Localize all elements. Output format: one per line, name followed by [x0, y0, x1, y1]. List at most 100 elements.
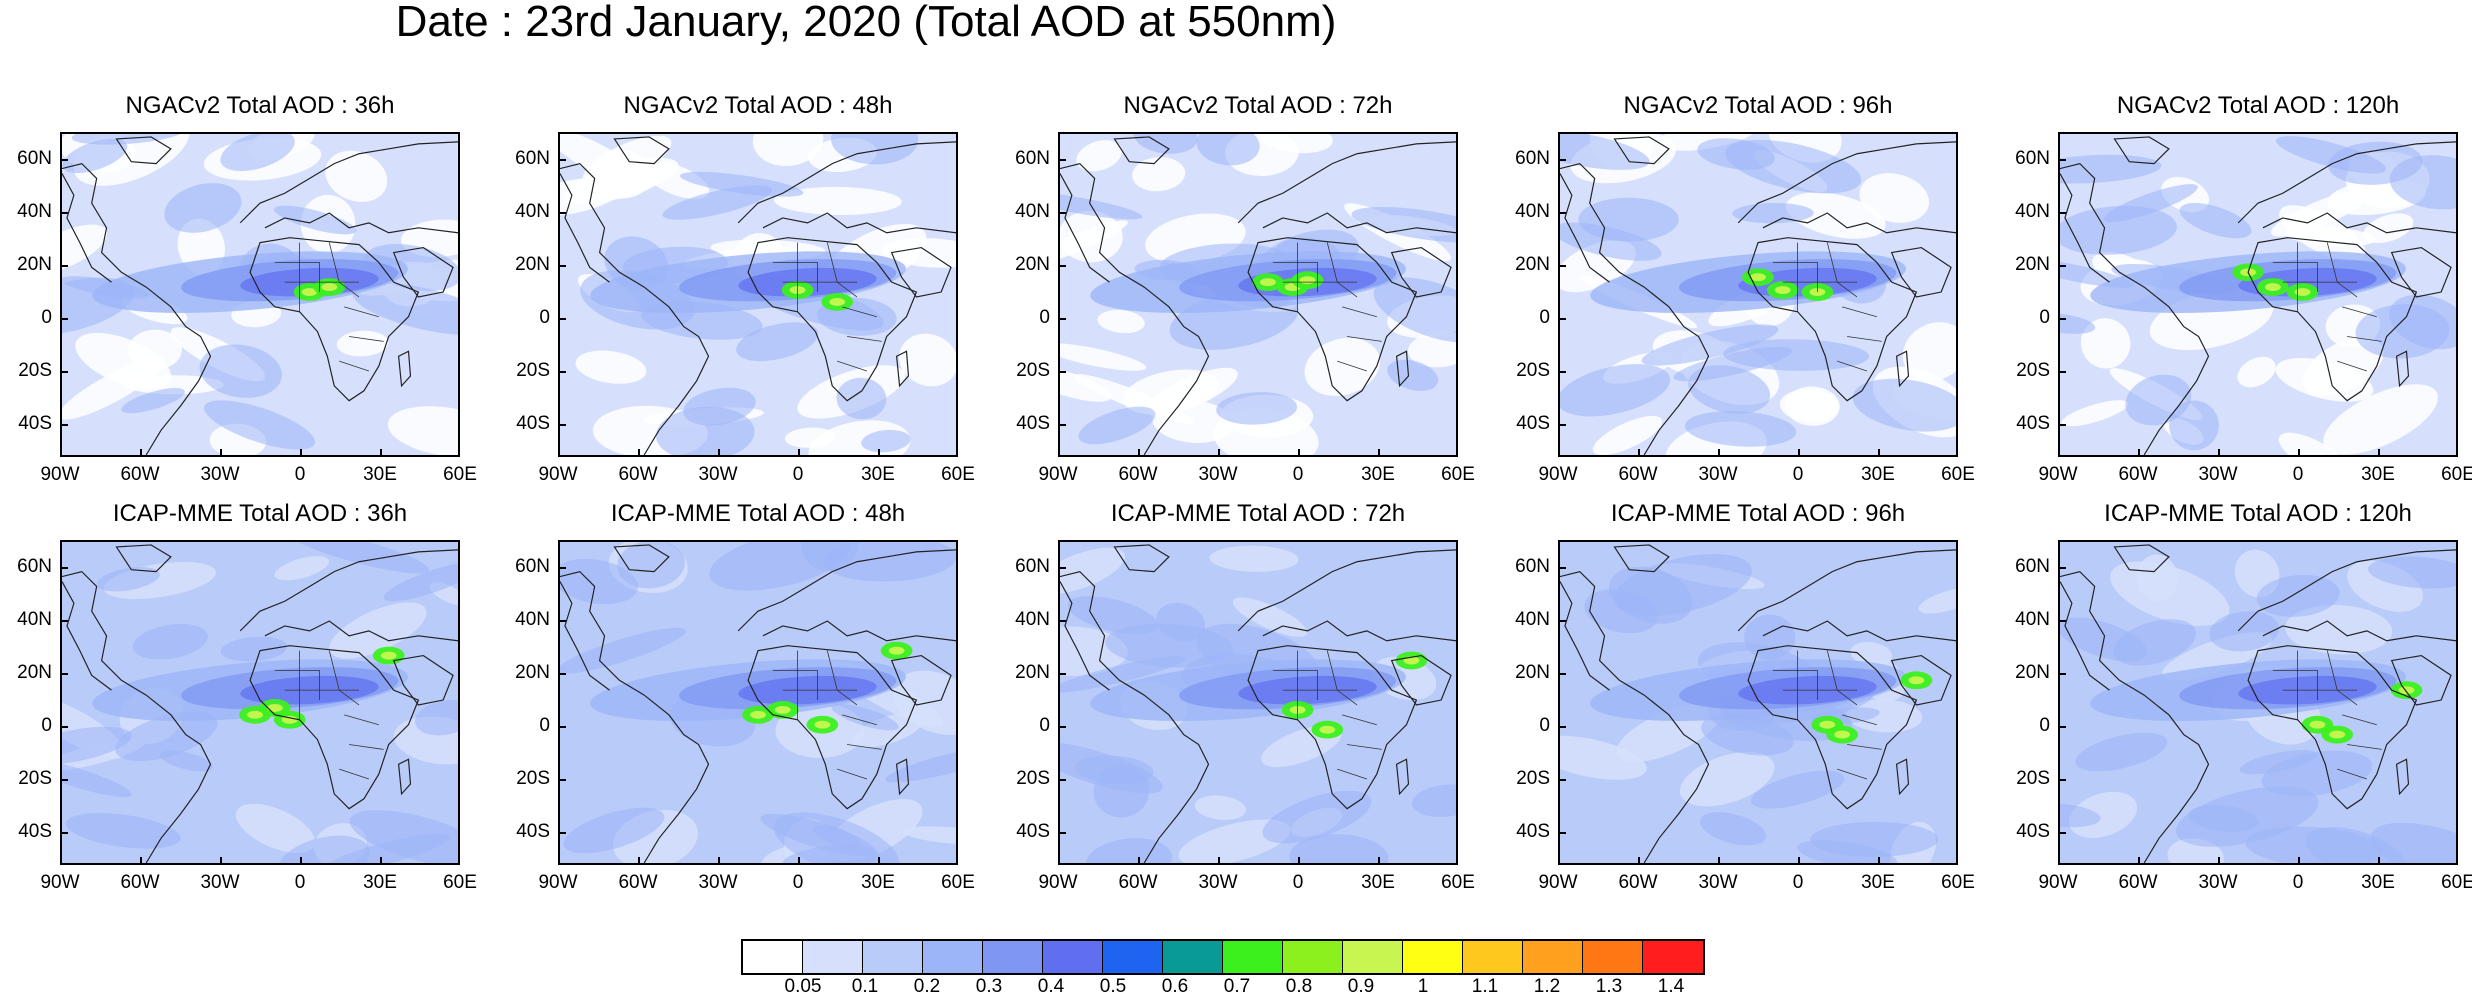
latitude-tick-label: 60N: [1015, 148, 1050, 169]
colorbar-swatch: [1643, 941, 1703, 973]
latitude-tick-mark: [1058, 779, 1066, 781]
longitude-tick-label: 90W: [40, 872, 80, 893]
longitude-tick-label: 60W: [1618, 464, 1658, 485]
latitude-tick-label: 20N: [1515, 254, 1550, 275]
longitude-tick-label: 60W: [1118, 872, 1158, 893]
colorbar-swatch: [1583, 941, 1643, 973]
latitude-tick-label: 20N: [1515, 662, 1550, 683]
longitude-tick-mark: [2378, 857, 2380, 865]
latitude-tick-label: 40N: [1515, 609, 1550, 630]
latitude-tick-mark: [2058, 212, 2066, 214]
longitude-tick-mark: [878, 449, 880, 457]
latitude-tick-label: 0: [41, 307, 52, 328]
latitude-tick-mark: [1058, 265, 1066, 267]
map-panel: NGACv2 Total AOD : 96h 60N 40N 20N 0 20S 40S 90…: [1515, 92, 1975, 485]
latitude-tick-mark: [60, 620, 68, 622]
longitude-tick-mark: [638, 857, 640, 865]
aod-field: [560, 542, 956, 863]
latitude-tick-mark: [1558, 212, 1566, 214]
latitude-tick-label: 40S: [1516, 413, 1550, 434]
latitude-tick-mark: [2058, 371, 2066, 373]
longitude-tick-label: 0: [1292, 872, 1304, 893]
longitude-tick-mark: [2298, 857, 2300, 865]
latitude-tick-label: 20S: [1516, 360, 1550, 381]
latitude-tick-label: 40N: [515, 609, 550, 630]
aod-map: [1058, 132, 1458, 457]
aod-map: [1058, 540, 1458, 865]
latitude-tick-mark: [1558, 567, 1566, 569]
latitude-tick-mark: [60, 265, 68, 267]
longitude-tick-mark: [2138, 857, 2140, 865]
latitude-tick-label: 20S: [18, 768, 52, 789]
latitude-tick-label: 0: [539, 307, 550, 328]
latitude-tick-label: 40N: [515, 201, 550, 222]
longitude-tick-mark: [140, 857, 142, 865]
latitude-tick-mark: [1558, 318, 1566, 320]
longitude-tick-mark: [1798, 857, 1800, 865]
longitude-tick-mark: [1718, 449, 1720, 457]
longitude-tick-label: 0: [2292, 872, 2304, 893]
longitude-tick-mark: [1298, 449, 1300, 457]
map-panel: NGACv2 Total AOD : 48h 60N 40N 20N 0 20S 40S 90…: [515, 92, 975, 485]
longitude-tick-mark: [1058, 857, 1060, 865]
colorbar-swatch: [983, 941, 1043, 973]
colorbar-swatch: [803, 941, 863, 973]
longitude-tick-label: 30E: [1361, 464, 1395, 485]
aod-field: [1060, 542, 1456, 863]
latitude-tick-label: 60N: [17, 148, 52, 169]
longitude-tick-label: 0: [792, 872, 804, 893]
latitude-tick-mark: [60, 726, 68, 728]
latitude-tick-label: 20N: [515, 254, 550, 275]
latitude-tick-label: 20N: [1015, 662, 1050, 683]
latitude-tick-mark: [558, 726, 566, 728]
latitude-tick-label: 60N: [1515, 556, 1550, 577]
latitude-tick-mark: [2058, 832, 2066, 834]
latitude-tick-label: 40S: [18, 821, 52, 842]
longitude-tick-mark: [638, 449, 640, 457]
longitude-tick-label: 60W: [1118, 464, 1158, 485]
longitude-tick-mark: [2298, 449, 2300, 457]
longitude-tick-mark: [1456, 857, 1458, 865]
latitude-tick-mark: [2058, 726, 2066, 728]
colorbar-label: 0.6: [1161, 976, 1189, 997]
latitude-tick-label: 0: [1539, 307, 1550, 328]
longitude-tick-label: 0: [1292, 464, 1304, 485]
colorbar-swatch: [1043, 941, 1103, 973]
latitude-tick-mark: [60, 673, 68, 675]
longitude-tick-label: 60E: [1441, 464, 1475, 485]
latitude-tick-mark: [2058, 567, 2066, 569]
longitude-tick-label: 60E: [1941, 872, 1975, 893]
aod-field: [1560, 134, 1956, 455]
colorbar-label: 1.3: [1595, 976, 1623, 997]
longitude-tick-mark: [1638, 857, 1640, 865]
latitude-tick-mark: [558, 159, 566, 161]
longitude-tick-label: 60W: [2118, 464, 2158, 485]
longitude-tick-label: 90W: [40, 464, 80, 485]
map-panel: ICAP-MME Total AOD : 72h 60N 40N 20N 0 20S 40S…: [1015, 500, 1475, 893]
longitude-tick-mark: [1878, 449, 1880, 457]
latitude-tick-label: 60N: [515, 556, 550, 577]
latitude-tick-mark: [2058, 318, 2066, 320]
latitude-tick-mark: [1558, 620, 1566, 622]
longitude-tick-label: 30E: [1361, 872, 1395, 893]
latitude-tick-label: 60N: [1515, 148, 1550, 169]
aod-map: [60, 540, 460, 865]
longitude-tick-mark: [1558, 449, 1560, 457]
colorbar-label: 0.8: [1285, 976, 1313, 997]
longitude-tick-mark: [1218, 449, 1220, 457]
longitude-tick-mark: [718, 857, 720, 865]
latitude-tick-label: 40N: [1015, 201, 1050, 222]
map-panel: NGACv2 Total AOD : 36h 60N 40N 20N 0 20S 40S 90…: [17, 92, 477, 485]
longitude-tick-mark: [220, 449, 222, 457]
latitude-tick-label: 20N: [515, 662, 550, 683]
latitude-tick-mark: [60, 779, 68, 781]
latitude-tick-mark: [558, 567, 566, 569]
longitude-tick-mark: [1298, 857, 1300, 865]
latitude-tick-label: 60N: [2015, 556, 2050, 577]
latitude-tick-mark: [1558, 424, 1566, 426]
longitude-tick-mark: [2058, 857, 2060, 865]
longitude-tick-mark: [1956, 449, 1958, 457]
latitude-tick-mark: [558, 832, 566, 834]
latitude-tick-mark: [558, 673, 566, 675]
colorbar-label: 0.7: [1223, 976, 1251, 997]
